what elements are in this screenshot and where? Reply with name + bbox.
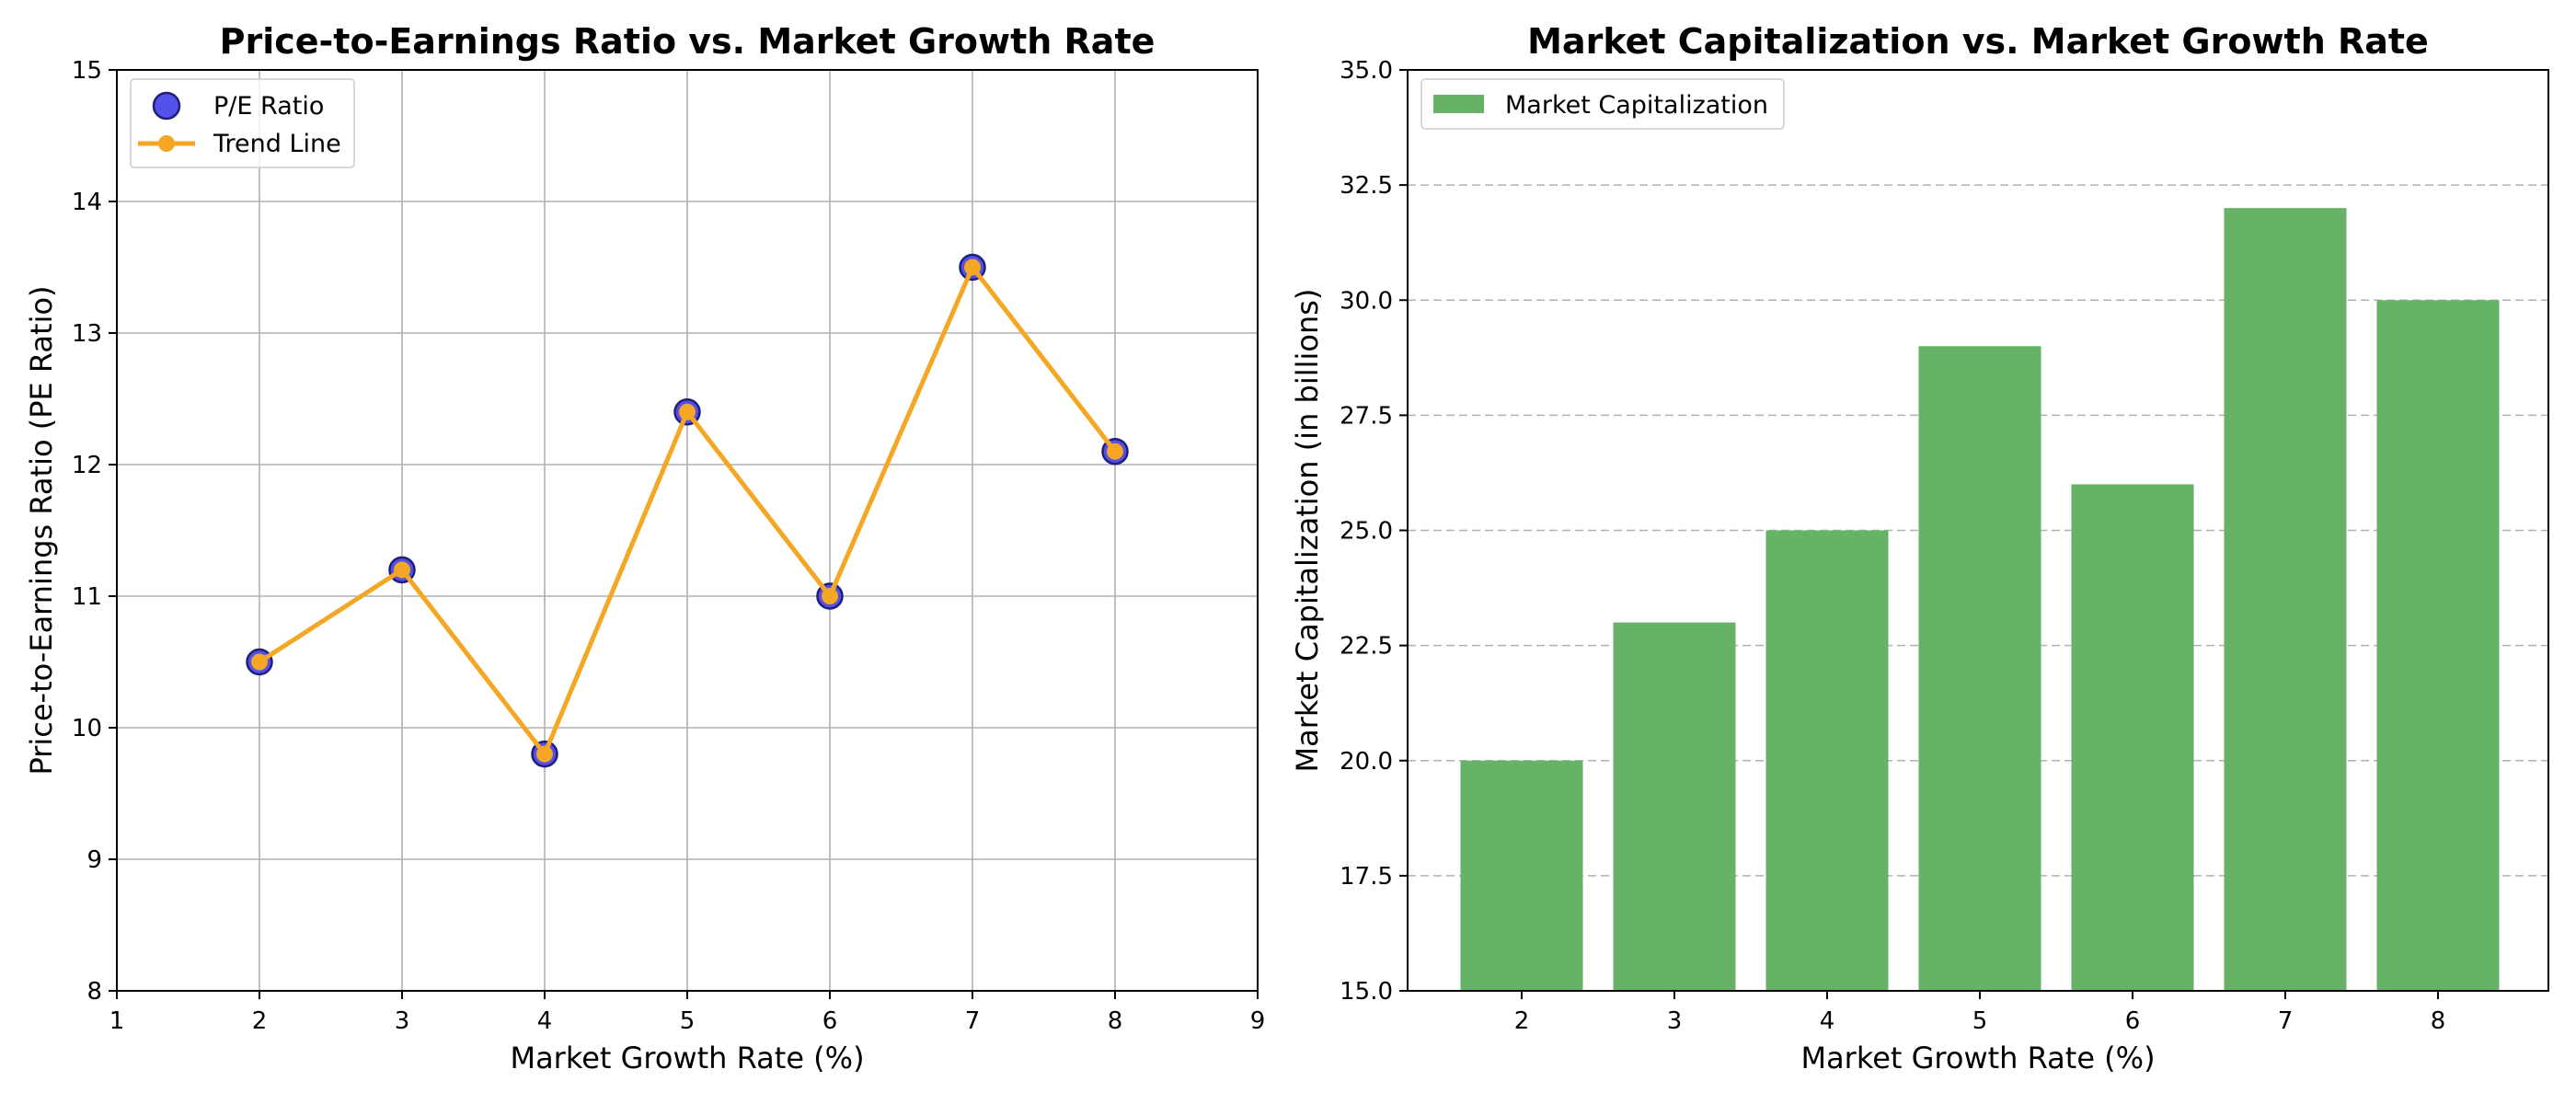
mc-y-tick-label: 22.5 xyxy=(1340,633,1393,661)
mc-bar xyxy=(2071,484,2194,991)
pe-legend: P/E Ratio Trend Line xyxy=(130,78,355,168)
mc-x-tick-label: 2 xyxy=(1514,1007,1530,1035)
pe-chart-title: Price-to-Earnings Ratio vs. Market Growt… xyxy=(220,21,1156,62)
pe-trend-marker xyxy=(964,259,981,276)
pe-y-tick-label: 15 xyxy=(72,57,102,85)
mc-legend: Market Capitalization xyxy=(1420,78,1785,130)
mc-legend-label-market-capitalization: Market Capitalization xyxy=(1505,91,1768,120)
mc-bar xyxy=(1918,346,2041,991)
pe-trend-line-series xyxy=(251,259,1123,763)
pe-trend-marker xyxy=(536,745,553,763)
pe-x-ticks: 1 2 3 4 5 6 7 8 9 xyxy=(109,991,1266,1035)
pe-x-tick-label: 1 xyxy=(109,1007,125,1035)
mc-x-tick-label: 5 xyxy=(1972,1007,1988,1035)
mc-x-tick-label: 7 xyxy=(2278,1007,2294,1035)
mc-y-tick-label: 17.5 xyxy=(1340,863,1393,891)
mc-bar xyxy=(1460,760,1583,991)
mc-bar xyxy=(2376,300,2500,991)
mc-x-tick-label: 3 xyxy=(1667,1007,1683,1035)
pe-x-tick-label: 5 xyxy=(680,1007,696,1035)
pe-legend-marker-trend xyxy=(158,135,175,152)
mc-chart-title: Market Capitalization vs. Market Growth … xyxy=(1527,21,2429,62)
pe-legend-label-pe-ratio: P/E Ratio xyxy=(213,92,324,121)
pe-y-tick-label: 13 xyxy=(72,320,102,348)
pe-trend-marker xyxy=(251,653,268,671)
pe-legend-marker-pe-ratio xyxy=(152,91,181,121)
pe-y-ticks: 8 9 10 11 12 13 14 15 xyxy=(72,57,117,1006)
pe-x-tick-label: 6 xyxy=(822,1007,838,1035)
pe-y-tick-label: 10 xyxy=(72,715,102,742)
mc-y-tick-label: 32.5 xyxy=(1340,172,1393,200)
pe-legend-label-trend-line: Trend Line xyxy=(213,130,341,158)
mc-bar xyxy=(2224,208,2347,991)
mc-y-axis-label: Market Capitalization (in billions) xyxy=(1290,289,1325,773)
mc-bar xyxy=(1613,622,1736,991)
pe-y-tick-label: 14 xyxy=(72,189,102,216)
mc-y-tick-label: 35.0 xyxy=(1340,57,1393,85)
market-cap-chart: 2 3 4 5 6 7 8 15.0 17.5 20.0 22.5 25.0 27.5 30.0 32.5… xyxy=(1290,21,2549,1075)
mc-y-ticks: 15.0 17.5 20.0 22.5 25.0 27.5 30.0 32.5 35.0 xyxy=(1340,57,1408,1006)
mc-y-tick-label: 15.0 xyxy=(1340,978,1393,1006)
pe-x-tick-label: 3 xyxy=(395,1007,410,1035)
pe-x-tick-label: 8 xyxy=(1108,1007,1123,1035)
mc-x-ticks: 2 3 4 5 6 7 8 xyxy=(1514,991,2446,1035)
pe-trend-marker xyxy=(679,403,696,420)
mc-legend-box xyxy=(1420,78,1785,130)
mc-bars xyxy=(1460,208,2500,991)
pe-x-tick-label: 4 xyxy=(537,1007,553,1035)
mc-y-tick-label: 25.0 xyxy=(1340,518,1393,546)
pe-trend-marker xyxy=(1107,443,1123,460)
pe-x-tick-label: 7 xyxy=(965,1007,981,1035)
mc-y-tick-label: 27.5 xyxy=(1340,402,1393,430)
pe-y-tick-label: 8 xyxy=(86,978,102,1006)
mc-bar xyxy=(1765,530,1889,991)
pe-y-tick-label: 12 xyxy=(72,452,102,479)
mc-x-tick-label: 6 xyxy=(2125,1007,2141,1035)
pe-trend-marker xyxy=(822,588,838,604)
pe-trend-marker xyxy=(394,561,410,579)
mc-x-tick-label: 8 xyxy=(2431,1007,2446,1035)
mc-y-tick-label: 30.0 xyxy=(1340,287,1393,315)
pe-x-tick-label: 2 xyxy=(252,1007,268,1035)
mc-x-tick-label: 4 xyxy=(1820,1007,1835,1035)
mc-x-axis-label: Market Growth Rate (%) xyxy=(1800,1041,2155,1075)
pe-y-axis-label: Price-to-Earnings Ratio (PE Ratio) xyxy=(24,285,59,775)
pe-x-tick-label: 9 xyxy=(1250,1007,1266,1035)
mc-legend-swatch xyxy=(1433,95,1484,113)
mc-y-tick-label: 20.0 xyxy=(1340,748,1393,776)
pe-y-tick-label: 11 xyxy=(72,583,102,611)
pe-y-tick-label: 9 xyxy=(86,846,102,874)
pe-x-axis-label: Market Growth Rate (%) xyxy=(510,1041,864,1075)
